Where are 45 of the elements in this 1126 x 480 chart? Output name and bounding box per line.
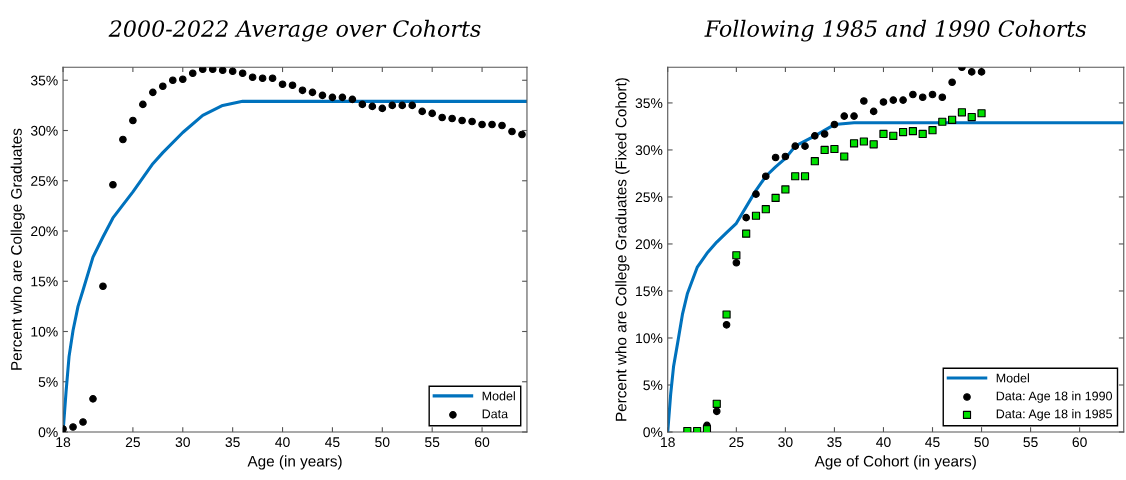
y-tick-label: 10% [636,333,663,344]
x-tick-label: 60 [1072,437,1087,448]
y-axis-title: Percent who are College Graduates (Fixed Cohort) [615,78,630,421]
y-tick-label: 0% [643,427,663,438]
x-axis-title: Age of Cohort (in years) [814,455,976,470]
y-tick-label: 5% [643,380,663,391]
y-tick-label: 30% [635,145,663,156]
x-tick-label: 45 [325,437,340,448]
y-tick-label: 0% [38,427,58,438]
chart-title: Following 1985 and 1990 Cohorts [704,19,1086,42]
x-tick-label: 40 [876,437,891,448]
x-tick-label: 18 [56,437,71,448]
x-tick-label: 18 [661,437,675,448]
x-tick-label: 55 [425,437,440,448]
y-axis-title: Percent who are College Graduates [10,128,25,370]
chart-title: 2000-2022 Average over Cohorts [108,19,481,42]
y-tick-label: 5% [38,377,58,387]
legend-label: Model [996,373,1029,383]
y-tick-label: 20% [635,239,663,250]
x-axis-title: Age (in years) [247,455,342,470]
x-tick-label: 30 [175,437,190,448]
x-tick-label: 25 [729,437,744,448]
y-tick-label: 25% [635,192,663,203]
legend-label: Model [482,391,515,401]
legend-label: Data [482,409,509,419]
legend-label: Data: Age 18 in 1985 [996,409,1112,421]
x-tick-label: 35 [827,437,842,448]
x-tick-label: 25 [125,437,141,448]
x-tick-label: 45 [925,437,940,448]
x-tick-label: 60 [475,437,490,448]
x-tick-label: 50 [375,437,390,448]
y-tick-label: 10% [31,326,58,337]
y-tick-label: 25% [31,176,58,186]
x-tick-label: 50 [974,437,989,448]
y-tick-label: 15% [636,286,663,297]
y-tick-label: 20% [31,226,58,237]
x-tick-label: 30 [778,437,793,448]
x-tick-label: 40 [275,437,290,448]
legend-label: Data: Age 18 in 1990 [996,391,1113,403]
y-tick-label: 35% [30,75,58,86]
y-tick-label: 15% [31,276,58,287]
y-tick-label: 35% [635,98,663,109]
x-tick-label: 35 [225,437,240,448]
y-tick-label: 30% [30,125,58,136]
x-tick-label: 55 [1023,437,1038,448]
